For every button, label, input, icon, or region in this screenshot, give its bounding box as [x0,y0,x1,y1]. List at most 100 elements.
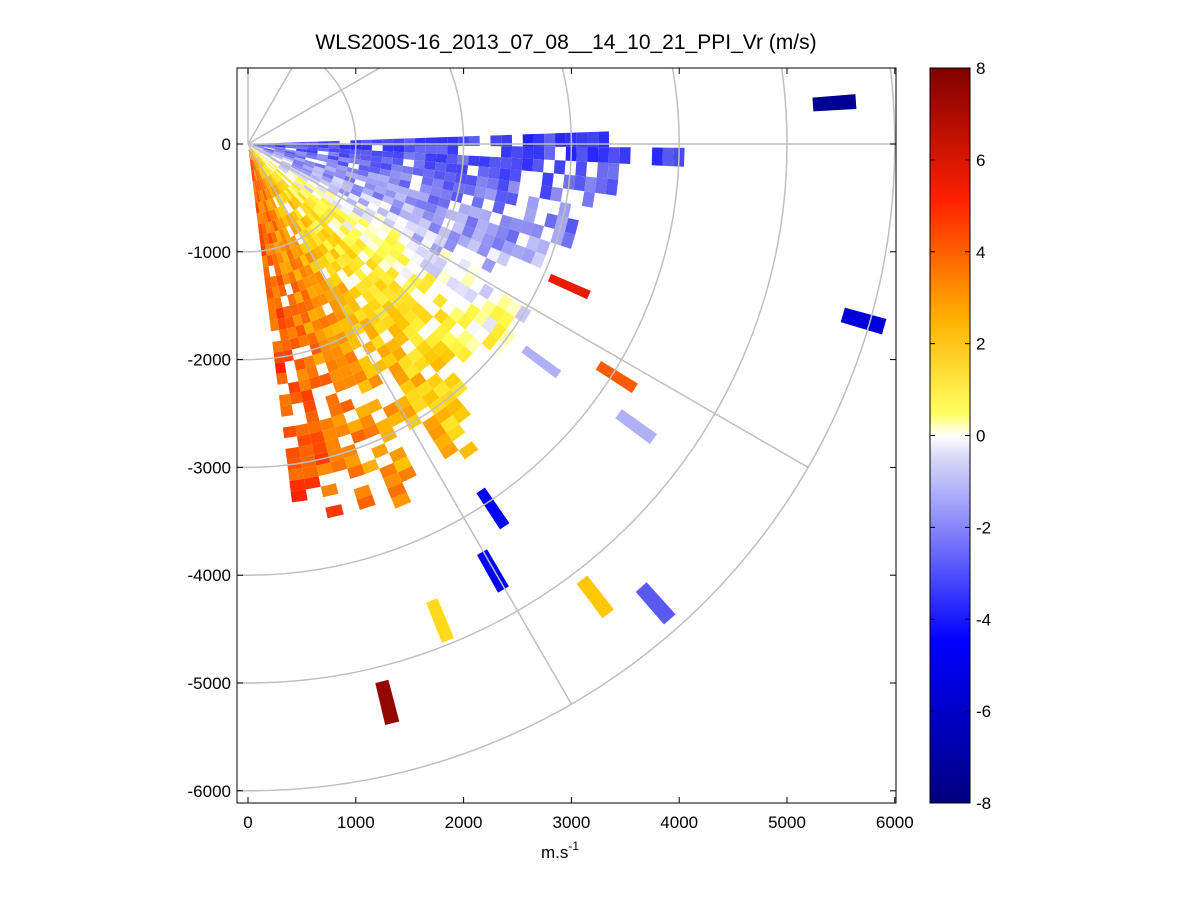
data-cell [309,261,320,274]
data-cell [438,247,453,262]
data-cell [274,230,283,242]
data-cell [348,286,362,300]
data-cell [281,216,290,228]
data-cell [260,201,266,213]
data-cell [598,131,610,148]
data-cell [252,147,261,155]
data-gate [476,487,510,530]
data-cell [392,157,404,166]
data-cell [488,167,501,180]
data-cell [319,417,335,431]
data-cell [391,198,405,210]
data-cell [473,309,490,327]
data-cell [256,157,264,167]
data-cell [272,286,281,299]
data-cell [345,216,358,227]
data-cell [338,240,350,253]
data-cell [398,179,411,189]
data-cell [279,205,288,216]
data-cell [293,358,306,371]
data-cell [333,244,346,257]
data-cell [442,180,455,192]
data-cell [259,154,269,163]
data-cell [251,147,261,155]
data-cell [422,415,441,432]
data-cell [321,348,335,363]
data-cell [424,332,441,349]
data-cell [388,247,402,261]
data-cell [386,266,400,280]
data-gate [426,598,454,643]
data-cell [274,145,286,148]
data-cell [350,188,363,198]
data-cell [318,144,329,149]
data-cell [283,154,295,159]
data-cell [331,232,343,245]
data-cell [365,326,380,341]
data-cell [290,489,308,503]
data-cell [521,158,534,172]
colorbar-tick-label: 6 [976,151,985,170]
data-cell [287,326,298,340]
data-cell [357,217,371,229]
y-tick-label: -3000 [188,458,231,477]
data-cell [359,192,372,202]
data-cell [264,145,275,148]
data-cell [273,170,282,180]
data-cell [497,179,510,193]
data-cell [392,240,407,254]
data-cell [347,260,360,273]
data-cell [587,147,599,163]
data-cell [262,178,269,189]
data-cell [526,196,540,211]
data-cell [529,223,545,239]
data-cell [277,318,288,331]
data-cell [338,317,352,332]
data-cell [302,465,319,479]
data-cell [481,333,499,351]
data-cell [270,157,281,165]
data-cell [348,360,363,375]
data-cell [250,148,255,159]
data-cell [257,223,264,235]
data-cell [411,206,425,218]
colorbar-tick-label: 8 [976,59,985,78]
data-cell [319,178,331,187]
data-cell [405,388,422,405]
data-cell [296,368,309,382]
data-cell [372,191,385,201]
data-cell [361,212,374,224]
data-cell [261,223,268,235]
data-cell [285,144,297,147]
data-cell [361,289,375,304]
data-cell [291,182,302,192]
data-cell [424,161,436,171]
data-cell [292,196,303,207]
data-cell [259,168,266,179]
data-cell [284,173,295,183]
data-cell [300,288,311,302]
data-cell [386,211,399,223]
data-cell [274,147,286,151]
data-cell [419,237,434,251]
data-cell [458,203,472,216]
data-cell [314,305,327,319]
data-cell [358,233,372,246]
data-gate [840,307,887,335]
data-cell [325,393,340,407]
data-cell [532,159,544,173]
data-cell [465,174,478,187]
data-cell [289,337,301,350]
data-cell [368,166,381,175]
data-cell [368,284,382,298]
data-cell [434,205,448,218]
data-cell [256,213,262,225]
data-cell [295,324,307,338]
data-cell [486,177,499,191]
data-cell [431,213,445,227]
data-cell [433,170,446,181]
data-cell [335,168,347,176]
data-cell [377,174,390,183]
data-cell [296,146,308,150]
data-cell [264,144,275,147]
